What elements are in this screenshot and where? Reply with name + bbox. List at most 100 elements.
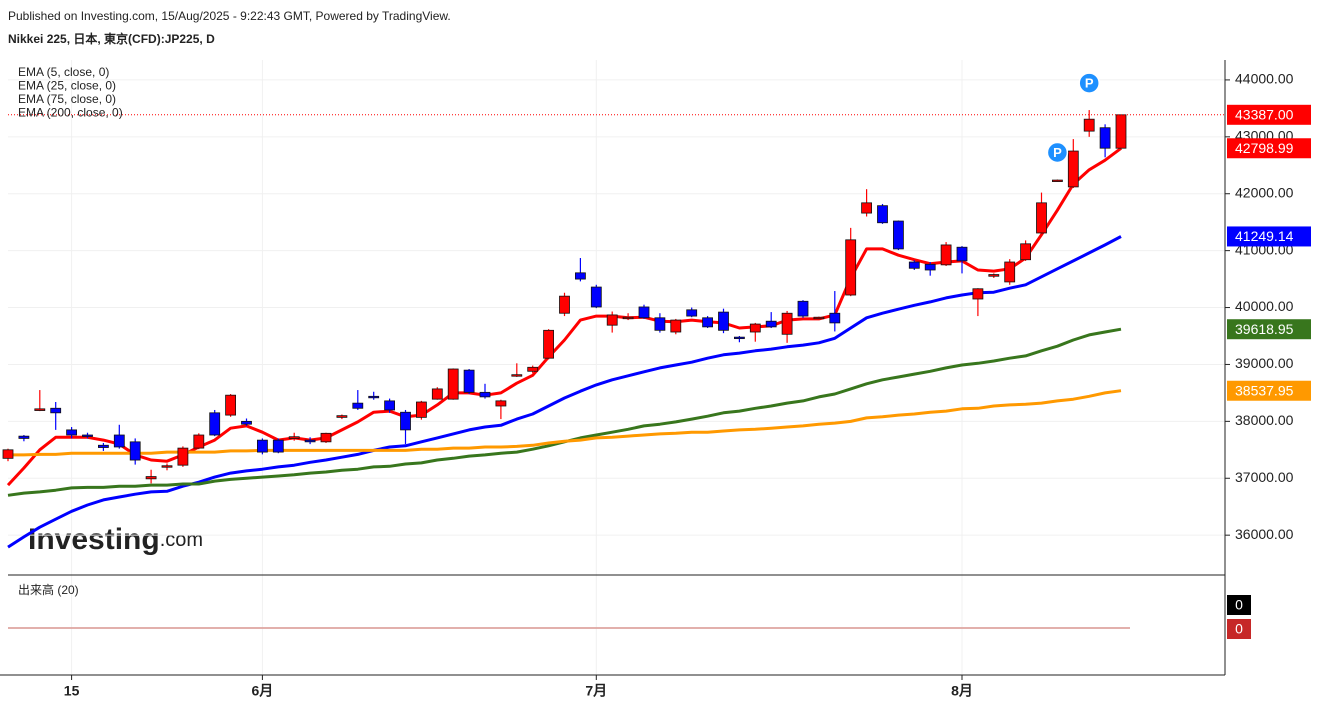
candle-body: [113, 434, 125, 448]
y-tick-label: 38000.00: [1235, 412, 1294, 428]
candle-body: [718, 311, 729, 331]
candle-body: [686, 309, 698, 317]
candle-body: [781, 312, 793, 335]
event-marker: [1078, 72, 1100, 94]
event-marker: [1046, 141, 1069, 164]
price-label: 41249.14: [1235, 228, 1294, 244]
candle-body: [527, 366, 539, 372]
y-tick-label: 37000.00: [1235, 469, 1294, 485]
legend-entry: EMA (25, close, 0): [18, 79, 116, 93]
candle-body: [384, 400, 396, 411]
candle-body: [34, 408, 46, 411]
candle-body: [749, 323, 761, 333]
candle-body: [66, 429, 77, 436]
x-tick-label: 15: [64, 683, 80, 699]
candle-body: [352, 402, 364, 409]
candle-body: [129, 441, 141, 461]
candle-body: [1067, 150, 1079, 188]
candle-body: [670, 319, 682, 333]
y-tick-label: 40000.00: [1235, 298, 1294, 314]
price-label: 42798.99: [1235, 140, 1294, 156]
volume-label-box: [1227, 595, 1251, 615]
candle-body: [447, 368, 459, 400]
candle-body: [82, 434, 93, 437]
candle-body: [304, 439, 316, 443]
candle-body: [622, 316, 634, 320]
candle-body: [98, 444, 109, 448]
candle-body: [1036, 202, 1047, 234]
volume-label: 0: [1235, 621, 1243, 637]
legend-entry: EMA (200, close, 0): [18, 106, 123, 120]
price-label: 39618.95: [1235, 321, 1294, 337]
y-tick-label: 42000.00: [1235, 184, 1294, 200]
candle-body: [908, 261, 920, 269]
watermark-suffix: .com: [160, 529, 203, 551]
y-tick-label: 39000.00: [1235, 355, 1294, 371]
price-label-box: [1227, 104, 1311, 125]
chart-title: Nikkei 225, 日本, 東京(CFD):JP225, D: [8, 31, 215, 46]
candle-body: [734, 336, 745, 340]
x-tick-label: 6月: [252, 683, 274, 699]
volume-label-box: [1227, 619, 1251, 639]
price-label-box: [1227, 138, 1311, 159]
candle-body: [463, 369, 475, 393]
candle-body: [288, 436, 300, 439]
candle-body: [797, 300, 809, 317]
event-label: P: [1085, 76, 1094, 91]
source-note: Published on Investing.com, 15/Aug/2025 …: [8, 9, 451, 23]
watermark: Investing.com: [28, 523, 203, 556]
candle-body: [415, 401, 427, 418]
x-tick-label: 8月: [951, 683, 973, 699]
legend-entry: EMA (5, close, 0): [18, 65, 109, 79]
candle-body: [1083, 118, 1095, 132]
candle-body: [654, 317, 666, 331]
y-tick-label: 36000.00: [1235, 526, 1294, 542]
candle-body: [813, 316, 825, 320]
candle-body: [18, 435, 30, 439]
candle-body: [400, 411, 411, 431]
candle-body: [940, 244, 952, 266]
price-label: 43387.00: [1235, 107, 1294, 123]
candle-body: [559, 295, 570, 314]
volume-title: 出来高 (20): [18, 582, 79, 597]
candle-body: [272, 439, 284, 453]
price-label-box: [1227, 319, 1311, 340]
candle-body: [765, 320, 777, 328]
candle-body: [193, 434, 205, 449]
ema-line: [6, 147, 1122, 487]
volume-label: 0: [1235, 597, 1243, 613]
candle-body: [956, 246, 968, 262]
candle-body: [431, 388, 443, 400]
candle-body: [368, 395, 380, 399]
candle-body: [336, 415, 348, 418]
candle-body: [702, 317, 713, 328]
candle-body: [511, 374, 523, 377]
candle-body: [877, 205, 888, 224]
price-label-box: [1227, 380, 1311, 401]
candle-body: [1020, 243, 1031, 261]
candle-body: [145, 476, 157, 480]
legend-entry: EMA (75, close, 0): [18, 92, 116, 106]
y-tick-label: 44000.00: [1235, 71, 1294, 87]
candle-body: [241, 420, 252, 425]
candle-body: [2, 449, 14, 459]
candle-body: [575, 272, 586, 280]
watermark-main: Investing: [28, 523, 160, 556]
event-label: P: [1053, 145, 1062, 160]
candle-body: [495, 400, 507, 407]
price-label-box: [1227, 226, 1311, 247]
candle-body: [256, 439, 268, 453]
candle-body: [1099, 127, 1111, 149]
candle-body: [893, 220, 904, 250]
candle-body: [209, 412, 221, 436]
candle-body: [590, 286, 602, 308]
candle-body: [1115, 114, 1127, 149]
candle-body: [225, 394, 237, 416]
candle-body: [161, 465, 173, 468]
candle-body: [479, 391, 491, 398]
x-tick-label: 7月: [585, 683, 607, 699]
candle-body: [1052, 179, 1063, 182]
candle-body: [972, 288, 984, 300]
candle-body: [845, 239, 857, 296]
